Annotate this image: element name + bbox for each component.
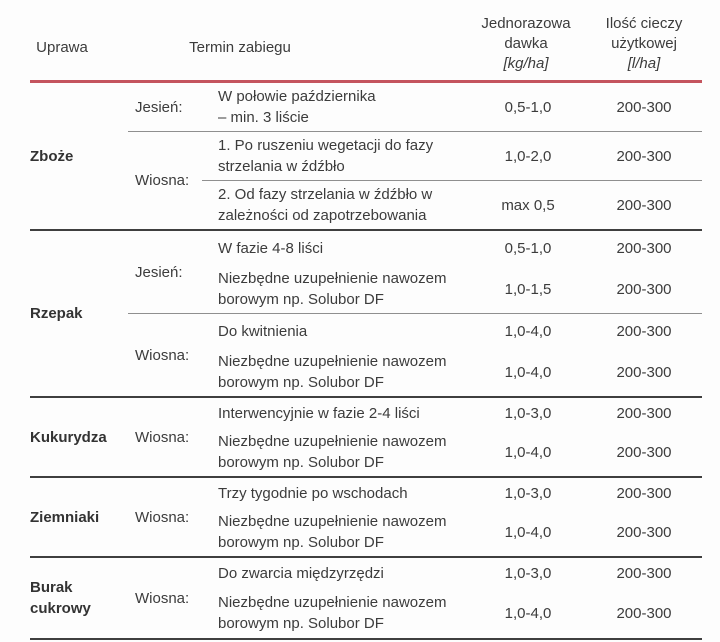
header-liquid-line2: użytkowej (611, 35, 677, 52)
liquid-cell: 200-300 (616, 239, 672, 257)
season-group: Jesień: W fazie 4-8 liści 0,5-1,0 200-30… (128, 231, 702, 313)
termin-cell: Niezbędne uzupełnienie nawozem borowym n… (218, 270, 447, 308)
dose-cell: 1,0-3,0 (504, 484, 552, 502)
liquid-cell: 200-300 (616, 98, 672, 116)
table-header: Uprawa Termin zabiegu Jednorazowa dawka … (30, 0, 702, 83)
dose-cell: 1,0-4,0 (504, 363, 552, 381)
termin-cell: W połowie października – min. 3 liście (218, 88, 376, 126)
section-rzepak: Rzepak Jesień: W fazie 4-8 liści 0,5-1,0… (30, 229, 702, 396)
table-row: Interwencyjnie w fazie 2-4 liści 1,0-3,0… (202, 398, 702, 428)
liquid-cell: 200-300 (616, 443, 672, 461)
termin-cell: 2. Od fazy strzelania w źdźbło w zależno… (218, 186, 433, 224)
table-row: Niezbędne uzupełnienie nawozem borowym n… (202, 265, 702, 313)
liquid-cell: 200-300 (616, 147, 672, 165)
treatment-table: Uprawa Termin zabiegu Jednorazowa dawka … (30, 0, 702, 642)
table-row: 2. Od fazy strzelania w źdźbło w zależno… (202, 180, 702, 229)
dose-cell: 1,0-3,0 (504, 404, 552, 422)
season-label: Wiosna: (135, 589, 190, 607)
dose-cell: 0,5-1,0 (504, 239, 552, 257)
season-group: Wiosna: 1. Po ruszeniu wegetacji do fazy… (128, 131, 702, 229)
crop-name: Zboże (30, 147, 74, 165)
termin-cell: 1. Po ruszeniu wegetacji do fazy strzela… (218, 137, 434, 175)
liquid-cell: 200-300 (616, 564, 672, 582)
season-label: Jesień: (135, 263, 183, 281)
dose-cell: 1,0-2,0 (504, 147, 552, 165)
table-row: Do zwarcia międzyrzędzi 1,0-3,0 200-300 (202, 558, 702, 588)
season-group: Wiosna: Do zwarcia międzyrzędzi 1,0-3,0 … (128, 558, 702, 638)
table-row: Niezbędne uzupełnienie nawozem borowym n… (202, 348, 702, 396)
crop-name: Kukurydza (30, 428, 107, 446)
dose-cell: 1,0-4,0 (504, 443, 552, 461)
table-row: 1. Po ruszeniu wegetacji do fazy strzela… (202, 132, 702, 180)
termin-cell: Do zwarcia międzyrzędzi (218, 564, 384, 582)
header-liquid: Ilość cieczy użytkowej [l/ha] (586, 14, 702, 74)
table-row: Niezbędne uzupełnienie nawozem borowym n… (202, 508, 702, 556)
table-row: W połowie października – min. 3 liście 0… (202, 83, 702, 131)
liquid-cell: 200-300 (616, 404, 672, 422)
header-term: Termin zabiegu (189, 39, 291, 56)
header-dose-line1: Jednorazowa (481, 15, 571, 32)
liquid-cell: 200-300 (616, 363, 672, 381)
season-group: Wiosna: Interwencyjnie w fazie 2-4 liści… (128, 398, 702, 476)
termin-cell: Niezbędne uzupełnienie nawozem borowym n… (218, 433, 447, 471)
crop-name: Burak cukrowy (30, 579, 91, 617)
section-ziemniaki: Ziemniaki Wiosna: Trzy tygodnie po wscho… (30, 476, 702, 556)
header-crop: Uprawa (36, 39, 88, 56)
liquid-cell: 200-300 (616, 604, 672, 622)
season-group: Jesień: W połowie października – min. 3 … (128, 83, 702, 131)
season-label: Wiosna: (135, 172, 190, 189)
dose-cell: 0,5-1,0 (504, 98, 552, 116)
dose-cell: 1,0-3,0 (504, 564, 552, 582)
liquid-cell: 200-300 (616, 322, 672, 340)
table-row: W fazie 4-8 liści 0,5-1,0 200-300 (202, 231, 702, 265)
table-bottom-border (30, 638, 702, 642)
dose-cell: max 0,5 (501, 196, 555, 214)
termin-cell: Trzy tygodnie po wschodach (218, 484, 408, 502)
section-burak-cukrowy: Burak cukrowy Wiosna: Do zwarcia międzyr… (30, 556, 702, 638)
liquid-cell: 200-300 (616, 196, 672, 214)
season-label: Wiosna: (135, 508, 190, 526)
termin-cell: Niezbędne uzupełnienie nawozem borowym n… (218, 513, 447, 551)
termin-cell: Niezbędne uzupełnienie nawozem borowym n… (218, 353, 447, 391)
header-liquid-unit: [l/ha] (627, 55, 661, 72)
termin-cell: Interwencyjnie w fazie 2-4 liści (218, 404, 420, 422)
season-group: Wiosna: Do kwitnienia 1,0-4,0 200-300 Ni… (128, 313, 702, 396)
table-row: Trzy tygodnie po wschodach 1,0-3,0 200-3… (202, 478, 702, 508)
header-dose: Jednorazowa dawka [kg/ha] (460, 14, 592, 74)
section-kukurydza: Kukurydza Wiosna: Interwencyjnie w fazie… (30, 396, 702, 476)
termin-cell: Do kwitnienia (218, 322, 308, 340)
header-dose-line2: dawka (504, 35, 548, 52)
header-liquid-line1: Ilość cieczy (605, 15, 683, 32)
dose-cell: 1,0-4,0 (504, 523, 552, 541)
termin-cell: W fazie 4-8 liści (218, 239, 324, 257)
header-dose-unit: [kg/ha] (503, 55, 549, 72)
table-row: Do kwitnienia 1,0-4,0 200-300 (202, 314, 702, 348)
season-label: Jesień: (135, 98, 183, 116)
season-group: Wiosna: Trzy tygodnie po wschodach 1,0-3… (128, 478, 702, 556)
table-row: Niezbędne uzupełnienie nawozem borowym n… (202, 588, 702, 638)
dose-cell: 1,0-1,5 (504, 280, 552, 298)
crop-name: Rzepak (30, 305, 83, 322)
liquid-cell: 200-300 (616, 280, 672, 298)
dose-cell: 1,0-4,0 (504, 604, 552, 622)
table-row: Niezbędne uzupełnienie nawozem borowym n… (202, 428, 702, 476)
season-label: Wiosna: (135, 346, 190, 364)
season-label: Wiosna: (135, 428, 190, 446)
liquid-cell: 200-300 (616, 484, 672, 502)
crop-name: Ziemniaki (30, 508, 100, 526)
termin-cell: Niezbędne uzupełnienie nawozem borowym n… (218, 594, 447, 632)
dose-cell: 1,0-4,0 (504, 322, 552, 340)
liquid-cell: 200-300 (616, 523, 672, 541)
section-zboze: Zboże Jesień: W połowie października – m… (30, 83, 702, 229)
